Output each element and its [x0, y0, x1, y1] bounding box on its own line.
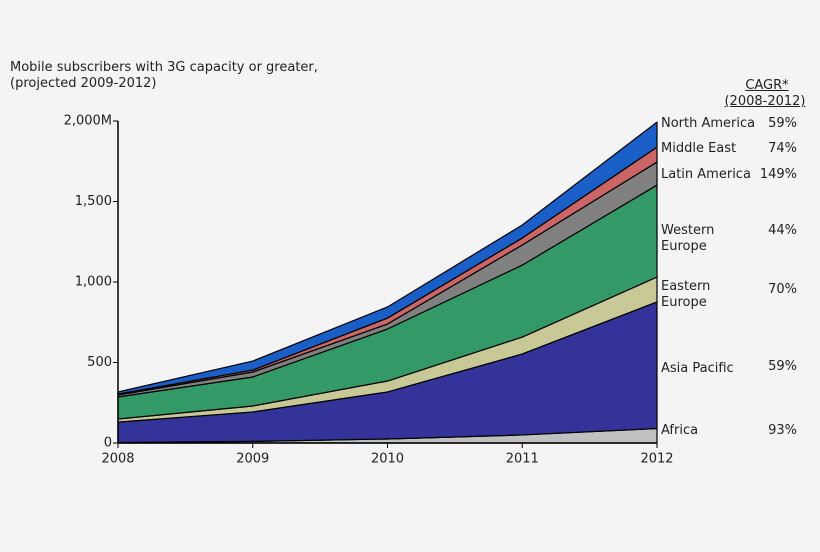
area: [117, 121, 658, 395]
series-label: Middle East: [661, 141, 737, 156]
cagr-value: 70%: [768, 282, 797, 297]
y-tick-label: 500: [87, 355, 112, 370]
cagr-value: 59%: [768, 359, 797, 374]
y-tick-label: 2,000M: [64, 114, 112, 129]
series-label: Eastern Europe: [661, 279, 711, 310]
series-label: Western Europe: [661, 223, 715, 254]
x-tick-label: 2012: [640, 452, 673, 467]
series-label: Latin America: [661, 167, 751, 182]
y-tick-label: 1,000: [75, 275, 112, 290]
cagr-value: 74%: [768, 141, 797, 156]
chart-title: Mobile subscribers with 3G capacity or g…: [10, 60, 318, 75]
chart-subtitle: (projected 2009-2012): [10, 76, 157, 91]
x-tick-label: 2010: [371, 452, 404, 467]
cagr-value: 93%: [768, 423, 797, 438]
series-label: Africa: [661, 423, 699, 438]
cagr-value: 59%: [768, 116, 797, 131]
x-tick-label: 2009: [236, 452, 269, 467]
cagr-title: CAGR*: [745, 78, 789, 93]
series-label: North America: [661, 116, 756, 131]
y-tick-label: 0: [104, 436, 112, 451]
cagr-subtitle: (2008-2012): [724, 94, 806, 109]
x-tick-label: 2008: [101, 452, 134, 467]
cagr-value: 149%: [759, 167, 797, 182]
x-tick-label: 2011: [506, 452, 539, 467]
cagr-value: 44%: [768, 223, 797, 238]
y-tick-label: 1,500: [75, 194, 112, 209]
series-label: Asia Pacific: [661, 361, 734, 376]
